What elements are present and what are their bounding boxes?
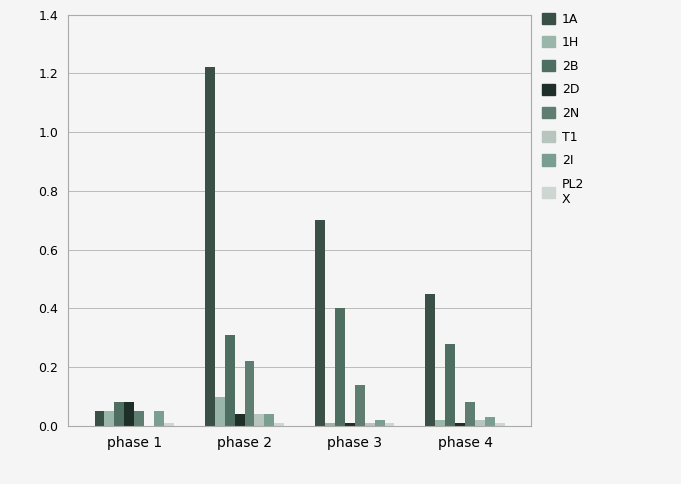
Bar xyxy=(225,335,234,426)
Bar xyxy=(455,423,465,426)
Bar xyxy=(435,420,445,426)
Bar xyxy=(495,423,505,426)
Bar xyxy=(485,417,495,426)
Bar xyxy=(244,361,255,426)
Bar xyxy=(164,423,174,426)
Bar xyxy=(385,423,394,426)
Bar xyxy=(475,420,485,426)
Bar xyxy=(335,308,345,426)
Bar xyxy=(445,344,455,426)
Bar xyxy=(465,402,475,426)
Bar xyxy=(274,423,284,426)
Bar xyxy=(134,411,144,426)
Bar xyxy=(205,67,215,426)
Bar xyxy=(345,423,355,426)
Bar xyxy=(325,423,335,426)
Bar xyxy=(255,414,264,426)
Bar xyxy=(104,411,114,426)
Bar xyxy=(365,423,375,426)
Bar xyxy=(234,414,244,426)
Bar xyxy=(264,414,274,426)
Bar xyxy=(355,385,365,426)
Legend: 1A, 1H, 2B, 2D, 2N, T1, 2I, PL2
X: 1A, 1H, 2B, 2D, 2N, T1, 2I, PL2 X xyxy=(542,13,584,206)
Bar xyxy=(114,402,125,426)
Bar xyxy=(125,402,134,426)
Bar xyxy=(375,420,385,426)
Bar xyxy=(154,411,164,426)
Bar xyxy=(215,396,225,426)
Bar xyxy=(426,294,435,426)
Bar xyxy=(95,411,104,426)
Bar xyxy=(315,220,325,426)
